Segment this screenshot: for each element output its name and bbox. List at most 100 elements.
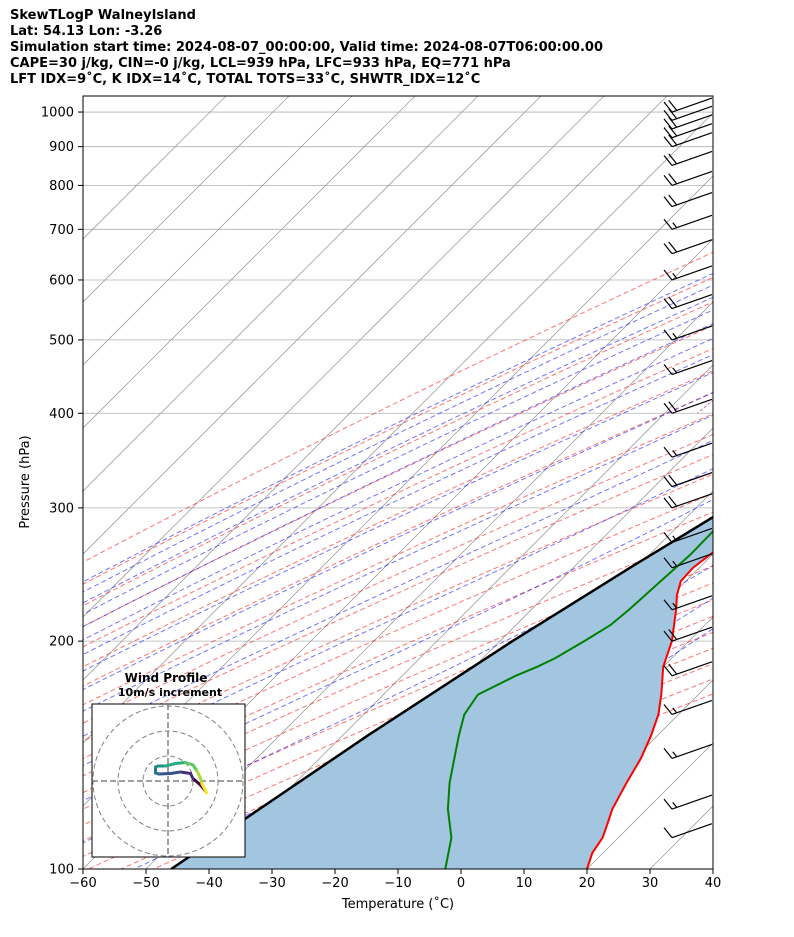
isotherm-line — [83, 96, 416, 429]
y-tick-label: 400 — [49, 407, 74, 422]
x-tick-label: 10 — [516, 876, 533, 891]
x-tick-label: −40 — [195, 876, 222, 891]
dry-adiabat — [83, 392, 713, 687]
y-tick-label: 700 — [49, 223, 74, 238]
hodograph-segment — [174, 761, 187, 765]
wind-barb — [663, 170, 713, 186]
moist-adiabat — [83, 439, 713, 737]
x-tick-label: −20 — [321, 876, 348, 891]
y-tick-label: 800 — [49, 179, 74, 194]
wind-barb — [663, 97, 713, 113]
moist-adiabat — [83, 353, 713, 656]
wind-barb — [663, 595, 713, 611]
wind-barb — [663, 794, 713, 810]
cape-shading — [171, 517, 713, 869]
dry-adiabat — [83, 347, 713, 648]
moist-adiabat — [83, 371, 713, 672]
wind-barb — [663, 823, 713, 839]
isotherm-line — [83, 96, 479, 492]
wind-barbs — [663, 97, 713, 839]
x-tick-label: 30 — [642, 876, 659, 891]
isotherm-line — [83, 96, 290, 303]
indices-line: LFT IDX=9˚C, K IDX=14˚C, TOTAL TOTS=33˚C… — [10, 72, 481, 87]
isotherm-line — [649, 805, 713, 869]
dry-adiabat — [83, 454, 713, 742]
x-tick-label: 40 — [705, 876, 722, 891]
x-tick-label: −30 — [258, 876, 285, 891]
isotherm-line — [145, 301, 713, 869]
wind-barb — [663, 132, 713, 148]
dewpoint-line — [444, 529, 713, 869]
axes: −60 −50 −40 −30 −20 −10 0 10 20 30 40 1000 900 800 700… — [41, 106, 721, 891]
hodograph-segment — [169, 770, 182, 775]
y-tick-label: 200 — [49, 635, 74, 650]
hodograph-segment — [203, 787, 208, 795]
dry-adiabat — [83, 492, 713, 777]
inset-subtitle: 10m/s increment — [118, 686, 222, 699]
header: SkewTLogP WalneyIsland Lat: 54.13 Lon: -… — [10, 8, 603, 88]
inset-title: Wind Profile — [125, 671, 208, 685]
wind-barb — [663, 626, 713, 642]
wind-barb — [663, 743, 713, 759]
hodograph-segment — [179, 770, 192, 775]
dry-adiabat — [83, 413, 713, 706]
hodograph-segment — [191, 777, 202, 787]
isotherm-line — [208, 364, 713, 869]
y-tick-label: 1000 — [41, 106, 74, 121]
isotherm-line — [83, 96, 605, 618]
dry-adiabat — [83, 276, 713, 585]
wind-barb — [663, 192, 713, 208]
dry-adiabat — [83, 433, 713, 724]
x-axis-label: Temperature (˚C) — [341, 896, 454, 912]
wind-barb — [663, 553, 713, 569]
x-tick-label: 20 — [579, 876, 596, 891]
wind-barb — [663, 398, 713, 414]
parcel-line: CAPE=30 j/kg, CIN=-0 j/kg, LCL=939 hPa, … — [10, 56, 511, 71]
isotherm-line — [83, 96, 668, 681]
moist-adiabat — [83, 284, 713, 593]
wind-barb — [663, 493, 713, 509]
y-tick-label: 500 — [49, 333, 74, 348]
wind-barb — [663, 105, 713, 121]
isotherm-line — [83, 96, 227, 240]
isotherm-line — [712, 868, 713, 869]
wind-barb — [663, 294, 713, 310]
times-line: Simulation start time: 2024-08-07_00:00:… — [10, 40, 603, 55]
wind-barb — [663, 661, 713, 677]
moist-adiabat — [83, 391, 713, 691]
moist-adiabat — [83, 272, 713, 583]
moist-adiabat — [83, 296, 713, 604]
y-tick-label: 600 — [49, 273, 74, 288]
location-line: Lat: 54.13 Lon: -3.26 — [10, 24, 163, 39]
wind-barb — [663, 150, 713, 167]
y-tick-label: 300 — [49, 501, 74, 516]
x-tick-label: 0 — [457, 876, 465, 891]
wind-barb — [663, 359, 713, 376]
wind-barb — [663, 265, 713, 281]
isotherm-line — [523, 679, 713, 869]
y-axis-label: Pressure (hPa) — [18, 435, 33, 528]
temperature-line — [586, 551, 713, 869]
mixing-ratio-line — [743, 96, 794, 413]
isotherm-line — [83, 96, 353, 366]
x-tick-label: −60 — [69, 876, 96, 891]
wind-barb — [663, 325, 713, 341]
wind-barb — [663, 239, 713, 255]
wind-barb — [663, 472, 713, 488]
wind-barb — [663, 527, 713, 544]
moist-adiabat — [83, 337, 713, 641]
x-tick-label: −50 — [132, 876, 159, 891]
profiles — [170, 515, 713, 869]
dry-adiabat — [83, 301, 713, 607]
wind-barb — [663, 699, 713, 716]
moist-adiabat — [83, 323, 713, 628]
wind-barb — [663, 442, 713, 458]
moist-adiabat — [83, 309, 713, 615]
wind-barb — [663, 114, 713, 130]
wind-barb — [663, 214, 713, 230]
x-tick-label: −10 — [384, 876, 411, 891]
wind-profile-inset: Wind Profile 10m/s increment — [91, 671, 246, 858]
chart-title: SkewTLogP WalneyIsland — [10, 8, 196, 23]
hodograph-segment — [164, 762, 177, 768]
